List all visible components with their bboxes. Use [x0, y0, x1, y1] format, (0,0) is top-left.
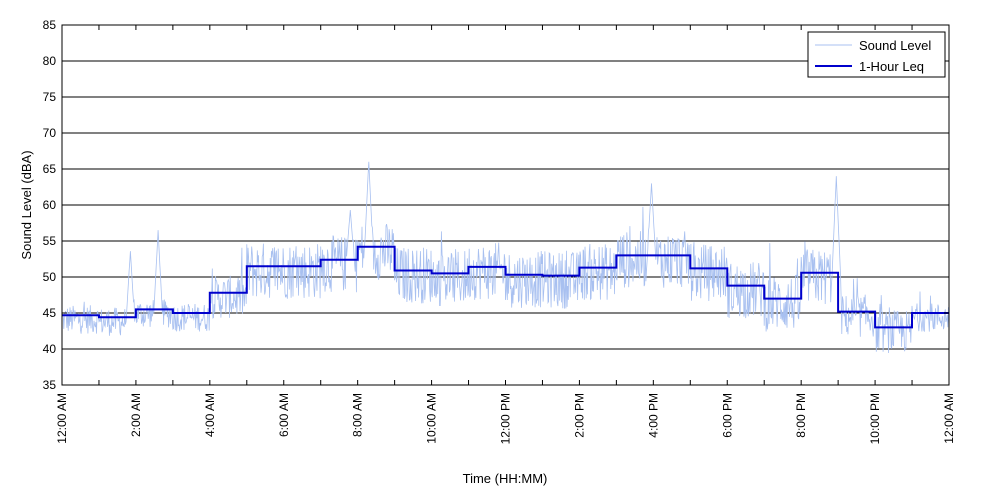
y-tick-label-5: 60: [43, 198, 57, 212]
x-tick-label-11: 10:00 PM: [868, 393, 882, 444]
y-tick-label-9: 80: [43, 54, 57, 68]
y-tick-label-2: 45: [43, 306, 57, 320]
legend: Sound Level 1-Hour Leq: [807, 31, 946, 78]
x-tick-label-2: 4:00 AM: [203, 393, 217, 437]
y-tick-label-8: 75: [43, 90, 57, 104]
y-tick-label-0: 35: [43, 378, 57, 392]
x-tick-label-0: 12:00 AM: [55, 393, 69, 444]
x-tick-label-9: 6:00 PM: [720, 393, 734, 438]
y-axis-ticks: 35 40 45 50 55 60 65 70 75 80 85: [43, 18, 949, 392]
y-tick-label-3: 50: [43, 270, 57, 284]
sound-level-line: [61, 161, 950, 354]
x-axis-ticks: 12:00 AM 2:00 AM 4:00 AM 6:00 AM 8:00 AM 10:0…: [55, 25, 956, 444]
y-tick-label-4: 55: [43, 234, 57, 248]
legend-box: [807, 31, 946, 78]
x-tick-label-12: 12:00 AM: [942, 393, 956, 444]
x-tick-label-10: 8:00 PM: [794, 393, 808, 438]
x-axis-label: Time (HH:MM): [463, 471, 548, 486]
x-tick-label-6: 12:00 PM: [499, 393, 513, 444]
x-tick-label-4: 8:00 AM: [351, 393, 365, 437]
leq-step-line: [62, 245, 949, 329]
y-axis-label: Sound Level (dBA): [19, 150, 34, 259]
legend-label-leq: 1-Hour Leq: [859, 59, 924, 74]
x-tick-label-5: 10:00 AM: [425, 393, 439, 444]
y-tick-label-6: 65: [43, 162, 57, 176]
x-tick-label-8: 4:00 PM: [646, 393, 660, 438]
y-tick-label-7: 70: [43, 126, 57, 140]
y-tick-label-1: 40: [43, 342, 57, 356]
sound-level-series: [61, 161, 950, 354]
legend-label-sound-level: Sound Level: [859, 38, 931, 53]
x-tick-label-1: 2:00 AM: [129, 393, 143, 437]
y-tick-label-10: 85: [43, 18, 57, 32]
leq-series: [62, 245, 949, 329]
x-tick-label-7: 2:00 PM: [572, 393, 586, 438]
x-tick-label-3: 6:00 AM: [277, 393, 291, 437]
